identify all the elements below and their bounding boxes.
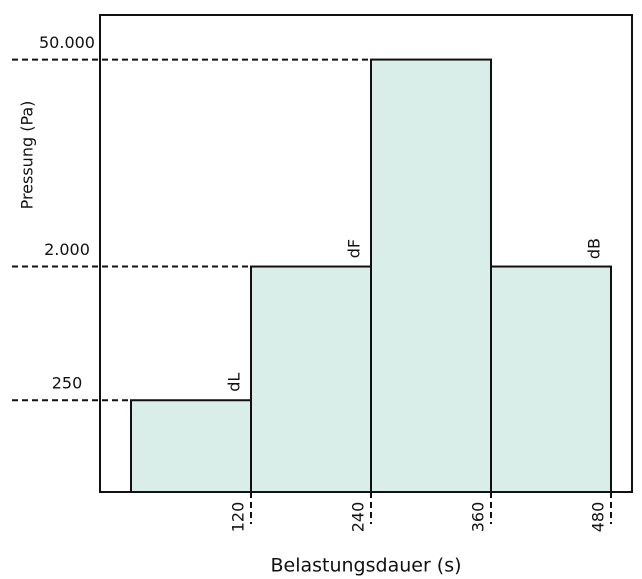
y-tick-label: 250 bbox=[52, 374, 83, 393]
bar bbox=[130, 399, 252, 493]
x-tick-label: 120 bbox=[229, 502, 248, 533]
x-tick-label: 360 bbox=[469, 502, 488, 533]
bar bbox=[370, 58, 492, 493]
annotation: dB bbox=[585, 238, 604, 259]
annotation: dF bbox=[345, 239, 364, 258]
bar bbox=[250, 265, 372, 494]
plot-frame bbox=[99, 14, 633, 493]
x-tick-label: 240 bbox=[349, 502, 368, 533]
bar bbox=[490, 265, 612, 494]
annotation: dL bbox=[225, 373, 244, 392]
y-tick-label: 50.000 bbox=[39, 33, 95, 52]
x-axis-label: Belastungsdauer (s) bbox=[270, 555, 461, 577]
y-tick-label: 2.000 bbox=[44, 240, 90, 259]
x-tick-label: 480 bbox=[589, 502, 608, 533]
y-axis-label: Pressung (Pa) bbox=[18, 101, 37, 210]
